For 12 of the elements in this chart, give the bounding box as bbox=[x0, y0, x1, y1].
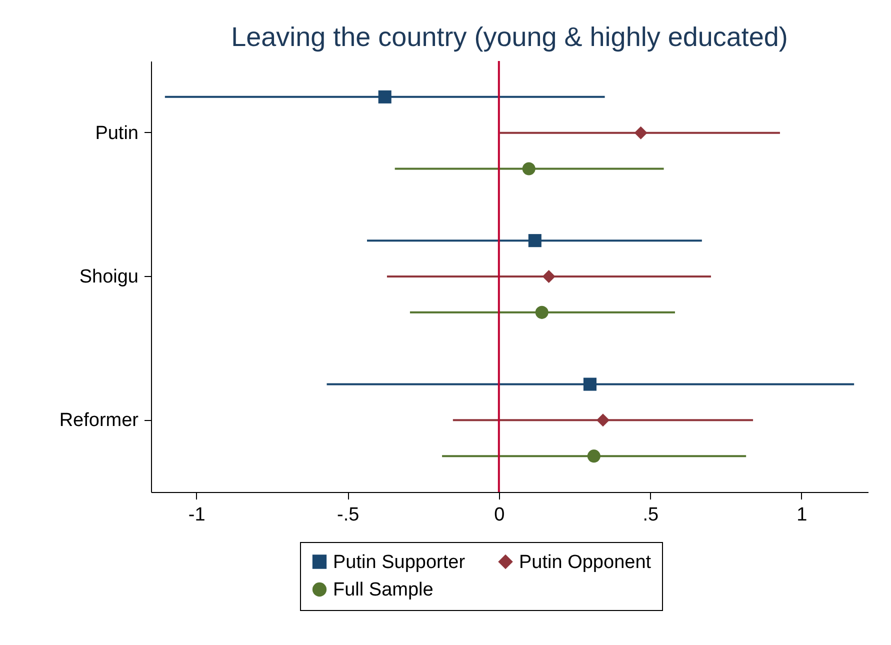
x-tick-label: .5 bbox=[642, 504, 659, 526]
y-tick-label: Shoigu bbox=[79, 266, 138, 288]
x-tick-label: -1 bbox=[188, 504, 206, 526]
y-tick-label: Reformer bbox=[59, 410, 140, 432]
chart-title: Leaving the country (young & highly educated) bbox=[231, 22, 788, 52]
legend-label: Putin Opponent bbox=[519, 552, 652, 573]
x-tick-label: 0 bbox=[494, 504, 505, 526]
x-tick-label: 1 bbox=[796, 504, 808, 526]
x-tick-label: -.5 bbox=[337, 504, 360, 526]
y-tick-label: Putin bbox=[95, 122, 138, 144]
legend-label: Putin Supporter bbox=[333, 552, 466, 573]
legend-label: Full Sample bbox=[333, 580, 434, 600]
